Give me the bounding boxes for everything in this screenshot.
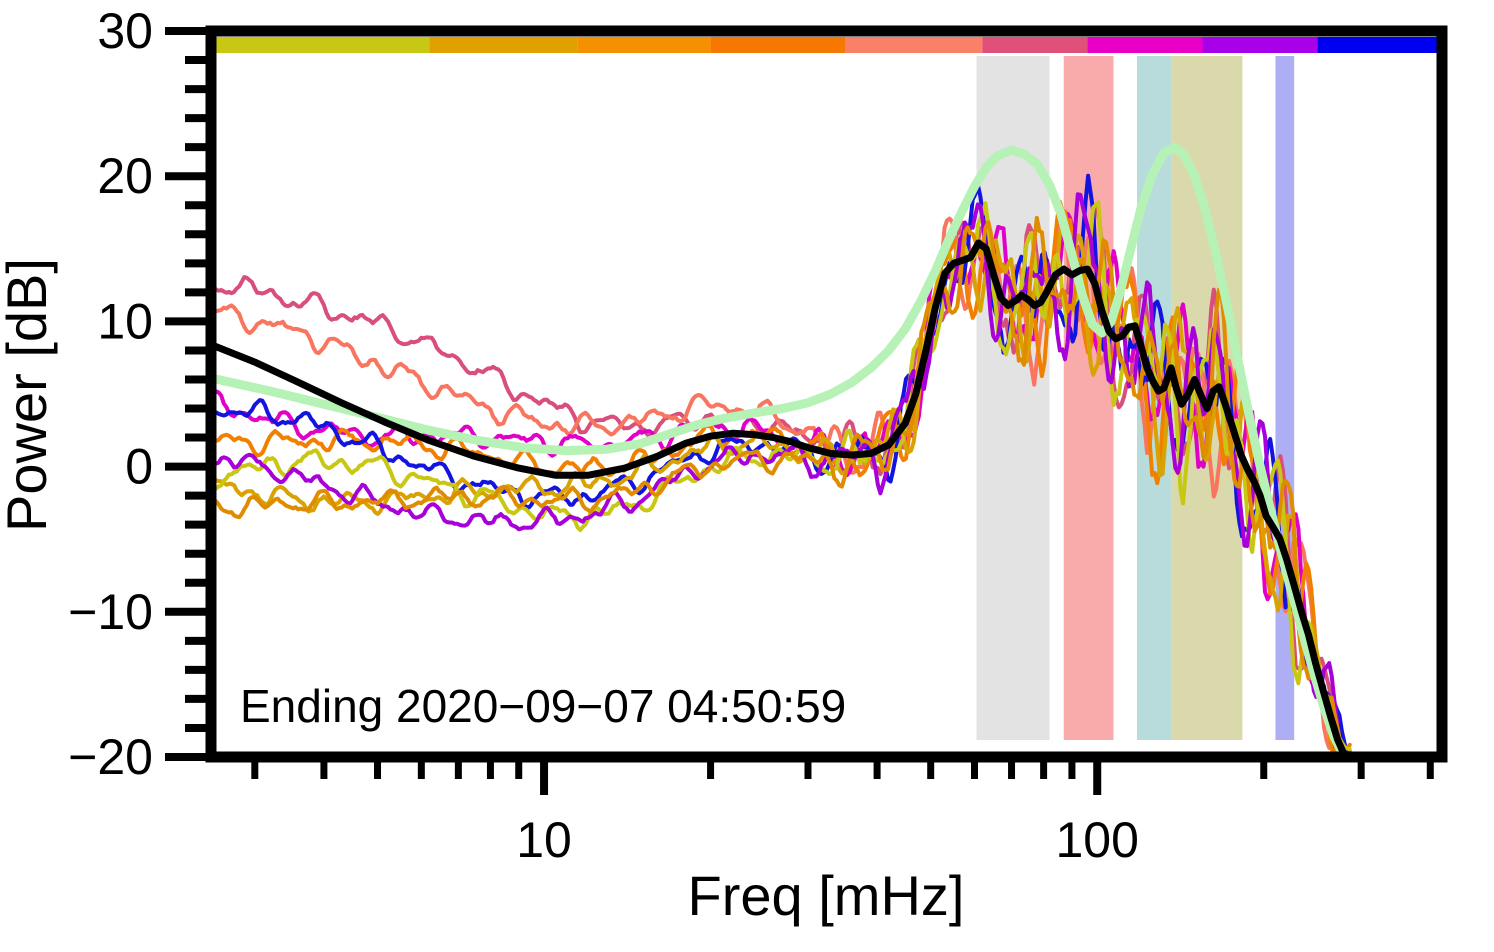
band-gray — [976, 56, 1050, 740]
y-tick-label: 10 — [97, 293, 153, 349]
axis-ticks-group — [165, 27, 1434, 795]
colorbar-segment-7 — [1202, 37, 1318, 53]
colorbar-segment-4 — [845, 37, 983, 53]
y-tick-label: −20 — [68, 729, 153, 785]
band-pink — [1063, 56, 1114, 740]
x-tick-label: 10 — [516, 812, 572, 868]
axis-tick-labels-group: 10 100 −20 −10 0 10 20 30 — [68, 3, 1139, 868]
y-tick-label: 20 — [97, 148, 153, 204]
smoothed-mean — [207, 239, 1349, 759]
colorbar-group — [211, 37, 1442, 53]
colorbar-segment-0 — [211, 37, 430, 53]
colorbar-segment-5 — [982, 37, 1088, 53]
curve-amber — [209, 215, 1352, 762]
colorbar-segment-8 — [1317, 37, 1442, 53]
colorbar-segment-3 — [710, 37, 846, 53]
green-thick-model — [206, 142, 1348, 759]
axes-frame-group — [205, 25, 1448, 763]
plot-frame — [205, 25, 1448, 763]
y-tick-label: 0 — [125, 439, 153, 495]
colorbar-segment-1 — [429, 37, 578, 53]
y-tick-label: −10 — [68, 584, 153, 640]
colorbar-segment-6 — [1087, 37, 1203, 53]
colorbar-segment-2 — [577, 37, 711, 53]
y-tick-label: 30 — [97, 3, 153, 59]
curve-gold — [209, 220, 1352, 762]
x-axis-title: Freq [mHz] — [688, 864, 965, 927]
x-tick-label: 100 — [1056, 812, 1139, 868]
data-curves-group — [206, 142, 1352, 762]
ending-timestamp-annotation: Ending 2020−09−07 04:50:59 — [240, 680, 846, 732]
y-axis-title: Power [dB] — [0, 258, 58, 532]
